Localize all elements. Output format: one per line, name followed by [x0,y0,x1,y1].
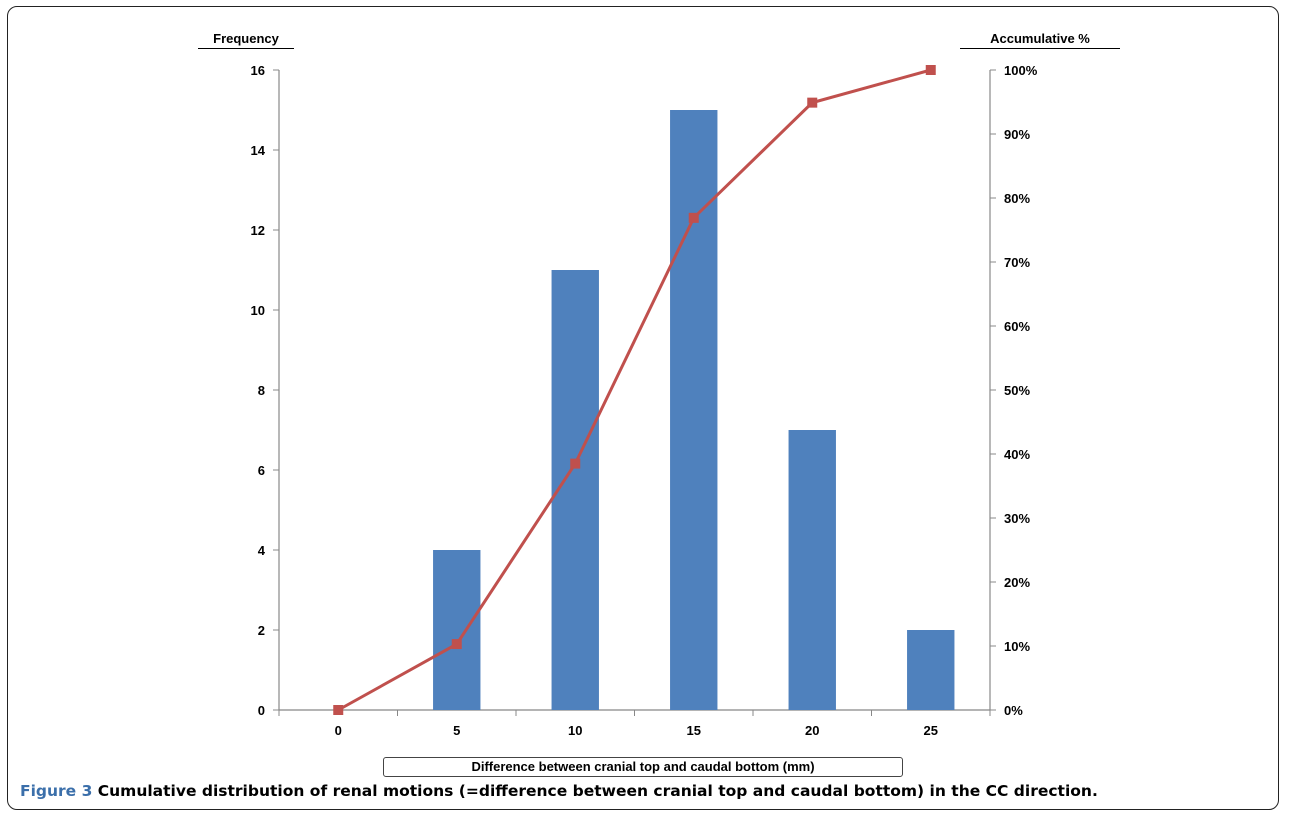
right-tick-label: 40% [1004,447,1030,462]
left-axis-title: Frequency [198,30,294,49]
right-tick-label: 50% [1004,383,1030,398]
right-axis-title: Accumulative % [960,30,1120,49]
left-tick-label: 12 [251,223,265,238]
left-tick-label: 16 [251,63,265,78]
right-tick-label: 10% [1004,639,1030,654]
figure-caption-text: Cumulative distribution of renal motions… [92,782,1098,800]
cumulative-point-marker [925,65,936,75]
x-axis-title: Difference between cranial top and cauda… [383,757,903,777]
left-tick-label: 10 [251,303,265,318]
x-tick-label: 5 [453,723,460,738]
left-tick-label: 0 [258,703,265,718]
cumulative-point-marker [570,458,581,469]
left-tick-label: 8 [258,383,265,398]
cumulative-point-marker [333,705,344,715]
figure-number: Figure 3 [20,782,93,800]
right-tick-label: 70% [1004,255,1030,270]
x-tick-label: 25 [924,723,938,738]
left-tick-label: 4 [258,543,266,558]
right-tick-label: 80% [1004,191,1030,206]
frequency-bar [670,110,718,710]
frequency-bar [788,430,836,710]
left-tick-label: 2 [258,623,265,638]
right-tick-label: 90% [1004,127,1030,142]
right-tick-label: 20% [1004,575,1030,590]
cumulative-point-marker [688,212,699,223]
right-tick-label: 0% [1004,703,1023,718]
x-tick-label: 20 [805,723,819,738]
frequency-bar [433,550,481,710]
right-tick-label: 60% [1004,319,1030,334]
left-tick-label: 14 [251,143,266,158]
figure-frame [7,6,1279,810]
cumulative-line [337,68,932,712]
cumulative-point-marker [451,639,462,650]
figure-caption: Figure 3 Cumulative distribution of rena… [20,782,1270,800]
right-tick-label: 30% [1004,511,1030,526]
left-tick-label: 6 [258,463,265,478]
x-tick-label: 0 [335,723,342,738]
cumulative-point-marker [807,97,818,108]
x-tick-label: 15 [687,723,701,738]
right-tick-label: 100% [1004,63,1038,78]
x-tick-label: 10 [568,723,582,738]
frequency-bar [907,630,955,710]
